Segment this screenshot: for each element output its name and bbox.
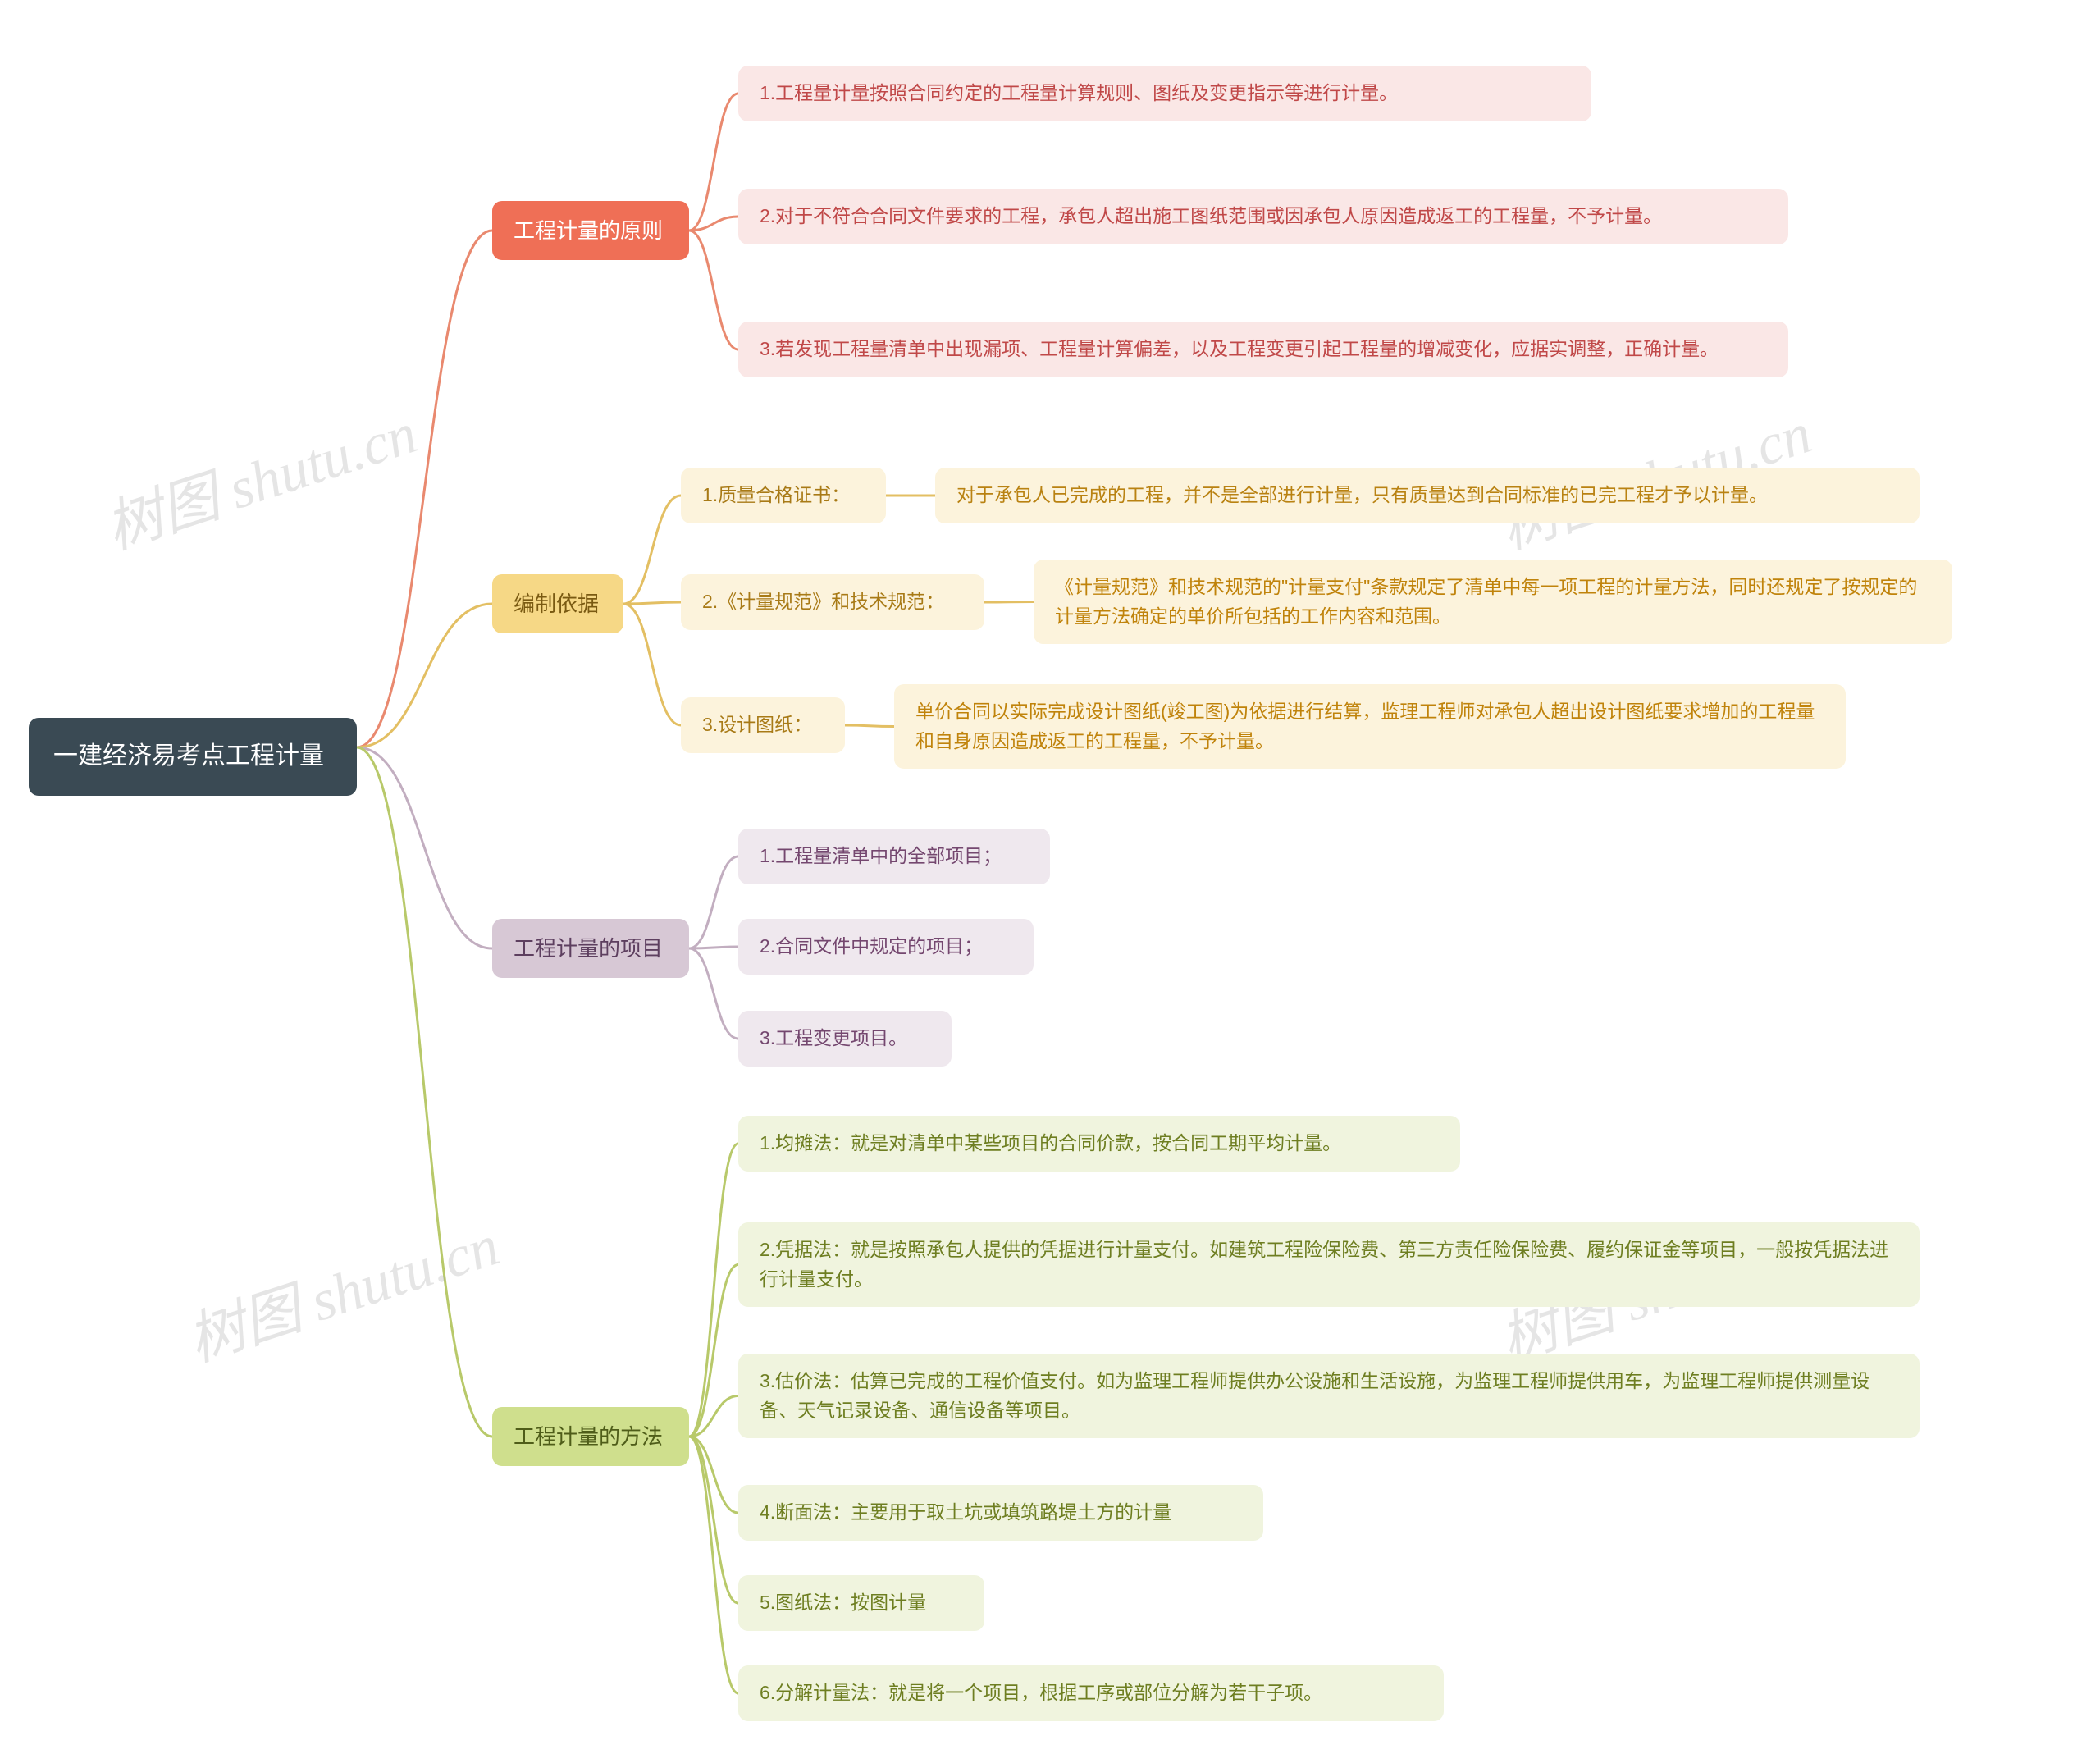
leaf-b1-2[interactable]: 3.若发现工程量清单中出现漏项、工程量计算偏差，以及工程变更引起工程量的增减变化… [738, 322, 1788, 377]
leaf-b2-0[interactable]: 1.质量合格证书： [681, 468, 886, 523]
leaf-b4-4[interactable]: 5.图纸法：按图计量 [738, 1575, 984, 1631]
mindmap-canvas: 树图 shutu.cn 树图 shutu.cn 树图 shutu.cn 树图 s… [0, 0, 2100, 1754]
branch-b2[interactable]: 编制依据 [492, 574, 623, 633]
leaf-b4-5[interactable]: 6.分解计量法：就是将一个项目，根据工序或部位分解为若干子项。 [738, 1665, 1444, 1721]
watermark: 树图 shutu.cn [94, 387, 426, 565]
branch-b4[interactable]: 工程计量的方法 [492, 1407, 689, 1466]
branch-b1[interactable]: 工程计量的原则 [492, 201, 689, 260]
leaf-b2-2-sub[interactable]: 单价合同以实际完成设计图纸(竣工图)为依据进行结算，监理工程师对承包人超出设计图… [894, 684, 1846, 769]
leaf-b2-0-sub[interactable]: 对于承包人已完成的工程，并不是全部进行计量，只有质量达到合同标准的已完工程才予以… [935, 468, 1920, 523]
leaf-b4-1[interactable]: 2.凭据法：就是按照承包人提供的凭据进行计量支付。如建筑工程险保险费、第三方责任… [738, 1222, 1920, 1307]
leaf-b4-3[interactable]: 4.断面法：主要用于取土坑或填筑路堤土方的计量 [738, 1485, 1263, 1541]
leaf-b2-1[interactable]: 2.《计量规范》和技术规范： [681, 574, 984, 630]
leaf-b2-2[interactable]: 3.设计图纸： [681, 697, 845, 753]
branch-b3[interactable]: 工程计量的项目 [492, 919, 689, 978]
leaf-b1-1[interactable]: 2.对于不符合合同文件要求的工程，承包人超出施工图纸范围或因承包人原因造成返工的… [738, 189, 1788, 244]
leaf-b1-0[interactable]: 1.工程量计量按照合同约定的工程量计算规则、图纸及变更指示等进行计量。 [738, 66, 1591, 121]
leaf-b3-0[interactable]: 1.工程量清单中的全部项目； [738, 829, 1050, 884]
root-node[interactable]: 一建经济易考点工程计量 [29, 718, 357, 796]
leaf-b4-2[interactable]: 3.估价法：估算已完成的工程价值支付。如为监理工程师提供办公设施和生活设施，为监… [738, 1354, 1920, 1438]
leaf-b2-1-sub[interactable]: 《计量规范》和技术规范的"计量支付"条款规定了清单中每一项工程的计量方法，同时还… [1034, 560, 1952, 644]
leaf-b3-1[interactable]: 2.合同文件中规定的项目； [738, 919, 1034, 975]
watermark: 树图 shutu.cn [176, 1199, 508, 1377]
leaf-b4-0[interactable]: 1.均摊法：就是对清单中某些项目的合同价款，按合同工期平均计量。 [738, 1116, 1460, 1172]
leaf-b3-2[interactable]: 3.工程变更项目。 [738, 1011, 952, 1067]
